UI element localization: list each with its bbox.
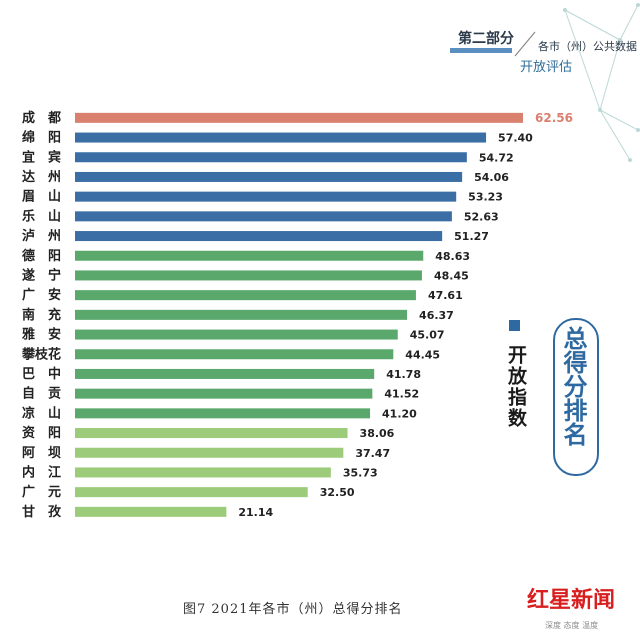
category-label: 巴 中 xyxy=(22,366,61,382)
value-label: 46.37 xyxy=(419,309,454,322)
section-title: 第二部分 xyxy=(458,31,514,47)
section-subtitle-2: 开放评估 xyxy=(520,60,573,75)
value-label: 32.50 xyxy=(320,486,355,499)
value-label: 51.27 xyxy=(454,230,489,243)
value-label: 45.07 xyxy=(410,329,445,342)
bar xyxy=(75,428,348,439)
section-subtitle: 各市（州）公共数据 xyxy=(538,40,637,53)
category-label: 德 阳 xyxy=(22,248,61,264)
bar xyxy=(75,408,371,419)
bar xyxy=(75,447,344,458)
value-label: 21.14 xyxy=(238,506,273,519)
value-label: 54.06 xyxy=(474,171,509,184)
value-label: 41.52 xyxy=(384,388,419,401)
legend-swatch xyxy=(509,320,520,331)
bar xyxy=(75,309,408,320)
bar xyxy=(75,349,394,360)
value-label: 53.23 xyxy=(468,191,503,204)
value-label: 57.40 xyxy=(498,132,533,145)
bar xyxy=(75,152,467,163)
category-label: 乐 山 xyxy=(22,208,61,224)
category-label: 达 州 xyxy=(22,169,61,185)
value-label: 48.45 xyxy=(434,269,469,282)
bar xyxy=(75,388,373,399)
bar xyxy=(75,250,424,261)
category-label: 自 贡 xyxy=(22,386,61,402)
value-label: 44.45 xyxy=(405,348,440,361)
watermark-tagline: 深度 态度 温度 xyxy=(545,621,599,630)
bar xyxy=(75,211,452,222)
legend-label: 开放指数 xyxy=(505,345,527,429)
category-label: 绵 阳 xyxy=(22,130,61,146)
bar xyxy=(75,290,416,301)
value-label: 35.73 xyxy=(343,466,378,479)
category-label: 资 阳 xyxy=(22,425,61,441)
watermark-logo: 红星新闻 xyxy=(527,587,616,613)
bar xyxy=(75,231,443,242)
ranking-badge: 总得分排名 xyxy=(553,318,599,476)
value-label: 52.63 xyxy=(464,210,499,223)
value-label: 41.78 xyxy=(386,368,421,381)
category-label: 凉 山 xyxy=(22,405,61,421)
value-label: 62.56 xyxy=(535,111,573,125)
category-label: 广 元 xyxy=(22,484,61,500)
bar xyxy=(75,112,523,123)
network-decoration xyxy=(563,3,640,162)
category-label: 攀枝花 xyxy=(21,346,61,362)
category-label: 泸 州 xyxy=(22,228,61,244)
category-label: 阿 坝 xyxy=(22,446,61,461)
category-label: 南 充 xyxy=(22,307,61,323)
value-label: 48.63 xyxy=(435,250,470,263)
header-divider xyxy=(514,31,536,57)
bar xyxy=(75,467,331,478)
value-label: 41.20 xyxy=(382,407,417,420)
value-label: 37.47 xyxy=(355,447,390,460)
bar xyxy=(75,506,227,517)
value-label: 47.61 xyxy=(428,289,463,302)
category-label: 眉 山 xyxy=(22,189,61,205)
bar xyxy=(75,132,487,143)
figure-caption: 图7 2021年各市（州）总得分排名 xyxy=(183,602,403,617)
category-label: 甘 孜 xyxy=(22,504,62,520)
category-label: 雅 安 xyxy=(22,327,61,343)
category-label: 遂 宁 xyxy=(22,267,61,283)
value-label: 54.72 xyxy=(479,151,514,164)
section-title-underline xyxy=(450,48,512,53)
ranking-badge-text: 总得分排名 xyxy=(559,326,587,446)
bar xyxy=(75,329,398,340)
value-label: 38.06 xyxy=(360,427,395,440)
bar xyxy=(75,171,463,182)
category-label: 成 都 xyxy=(22,110,61,126)
bar xyxy=(75,191,457,202)
bar xyxy=(75,487,308,498)
bar xyxy=(75,368,375,379)
category-label: 内 江 xyxy=(22,464,61,480)
category-label: 宜 宾 xyxy=(22,149,61,165)
bar xyxy=(75,270,422,281)
category-label: 广 安 xyxy=(22,287,61,303)
